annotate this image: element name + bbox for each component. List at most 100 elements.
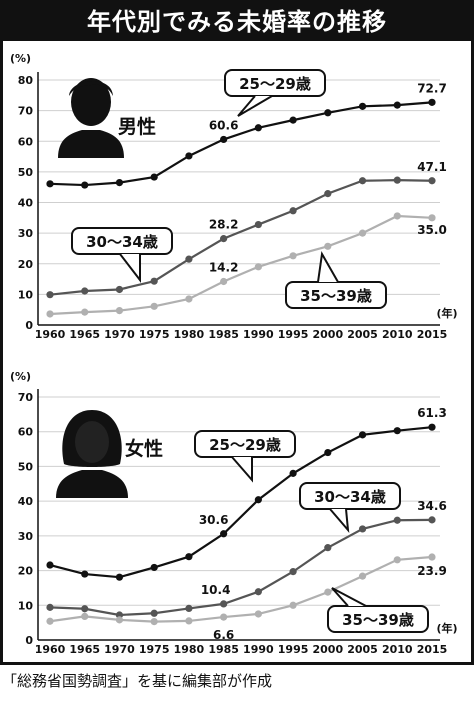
data-point bbox=[185, 152, 193, 160]
data-label: 14.2 bbox=[209, 261, 239, 275]
data-point bbox=[393, 212, 401, 220]
data-label: 28.2 bbox=[209, 218, 239, 232]
data-point bbox=[150, 277, 158, 285]
data-label: 61.3 bbox=[417, 406, 447, 420]
y-tick-label: 0 bbox=[25, 319, 33, 332]
data-point bbox=[324, 588, 332, 596]
data-point bbox=[220, 530, 228, 538]
y-tick-label: 60 bbox=[18, 426, 34, 439]
data-point bbox=[358, 229, 367, 237]
series-line bbox=[49, 214, 433, 316]
female-silhouette-icon bbox=[56, 410, 128, 498]
data-point bbox=[289, 601, 297, 609]
x-unit-label: (年) bbox=[436, 306, 457, 320]
data-point bbox=[115, 616, 124, 624]
data-point bbox=[185, 617, 193, 625]
data-point bbox=[393, 556, 401, 564]
x-tick-label: 1975 bbox=[139, 328, 170, 341]
data-label: 6.6 bbox=[213, 628, 234, 642]
data-point bbox=[81, 308, 89, 316]
y-tick-label: 60 bbox=[18, 135, 34, 148]
y-tick-label: 0 bbox=[25, 634, 33, 647]
data-point bbox=[115, 307, 124, 315]
data-point bbox=[185, 553, 193, 561]
y-tick-label: 30 bbox=[18, 227, 34, 240]
x-tick-label: 1980 bbox=[174, 643, 205, 656]
y-tick-label: 10 bbox=[18, 288, 34, 301]
series-name-label: 35～39歳 bbox=[342, 611, 414, 629]
data-point bbox=[289, 469, 297, 477]
data-point bbox=[324, 190, 332, 198]
data-label: 47.1 bbox=[417, 160, 447, 174]
data-point bbox=[324, 109, 332, 117]
x-tick-label: 2005 bbox=[347, 328, 378, 341]
y-tick-label: 40 bbox=[18, 197, 34, 210]
data-point bbox=[46, 310, 54, 318]
callout-bubble bbox=[327, 605, 429, 633]
chart-title: 年代別でみる未婚率の推移 bbox=[3, 3, 471, 41]
data-point bbox=[358, 572, 367, 580]
data-label: 34.6 bbox=[417, 499, 447, 513]
callout-bubble bbox=[299, 482, 401, 510]
data-point bbox=[428, 516, 436, 524]
data-point bbox=[185, 604, 193, 613]
series-line bbox=[49, 555, 433, 623]
y-unit-label: (%) bbox=[10, 52, 31, 65]
data-point bbox=[220, 135, 228, 144]
data-point bbox=[289, 568, 297, 576]
series-name-label: 25～29歳 bbox=[209, 436, 281, 454]
series-name-label: 30～34歳 bbox=[314, 488, 386, 506]
data-point bbox=[428, 423, 436, 431]
x-tick-label: 1970 bbox=[104, 328, 135, 341]
chart-frame: 年代別でみる未婚率の推移 bbox=[0, 0, 474, 665]
data-point bbox=[46, 561, 54, 569]
data-point bbox=[324, 242, 332, 250]
data-point bbox=[358, 525, 367, 533]
y-unit-label: (%) bbox=[10, 370, 31, 383]
x-tick-label: 1975 bbox=[139, 643, 170, 656]
y-tick-label: 20 bbox=[18, 258, 34, 271]
y-tick-label: 50 bbox=[18, 460, 34, 473]
data-point bbox=[254, 588, 262, 596]
x-tick-label: 2000 bbox=[313, 328, 344, 341]
data-point bbox=[358, 177, 367, 185]
data-point bbox=[324, 448, 332, 457]
data-point bbox=[46, 180, 54, 188]
data-point bbox=[220, 277, 228, 286]
series-name-label: 35～39歳 bbox=[300, 287, 372, 305]
data-point bbox=[289, 207, 297, 215]
x-tick-label: 1960 bbox=[35, 328, 66, 341]
x-tick-label: 2000 bbox=[313, 643, 344, 656]
data-point bbox=[115, 285, 124, 294]
x-tick-label: 1965 bbox=[69, 328, 100, 341]
data-point bbox=[428, 98, 436, 106]
data-point bbox=[289, 116, 297, 124]
data-point bbox=[150, 173, 158, 181]
data-point bbox=[220, 600, 228, 608]
data-point bbox=[254, 263, 262, 271]
data-point bbox=[150, 563, 158, 572]
x-tick-label: 2015 bbox=[417, 643, 448, 656]
data-label: 23.9 bbox=[417, 564, 447, 578]
data-point bbox=[81, 181, 89, 189]
data-point bbox=[46, 291, 54, 299]
data-point bbox=[46, 603, 54, 611]
x-tick-label: 1985 bbox=[208, 328, 239, 341]
data-point bbox=[115, 573, 124, 581]
data-point bbox=[324, 544, 332, 552]
data-point bbox=[185, 255, 193, 263]
data-point bbox=[289, 252, 297, 260]
data-point bbox=[81, 287, 89, 295]
callout-pointer bbox=[329, 508, 350, 534]
series-line bbox=[49, 426, 433, 579]
chart-panel-female: 0 10 20 30 40 50 60 70 (%) (年) 1960 1965 1970 1975 198… bbox=[10, 370, 458, 656]
x-tick-label: 1985 bbox=[208, 643, 239, 656]
x-tick-label: 1970 bbox=[104, 643, 135, 656]
x-tick-label: 2005 bbox=[347, 643, 378, 656]
data-point bbox=[46, 617, 54, 625]
callout-pointer bbox=[317, 250, 339, 283]
y-tick-label: 70 bbox=[18, 391, 34, 404]
y-tick-label: 10 bbox=[18, 599, 34, 612]
data-point bbox=[254, 124, 262, 132]
